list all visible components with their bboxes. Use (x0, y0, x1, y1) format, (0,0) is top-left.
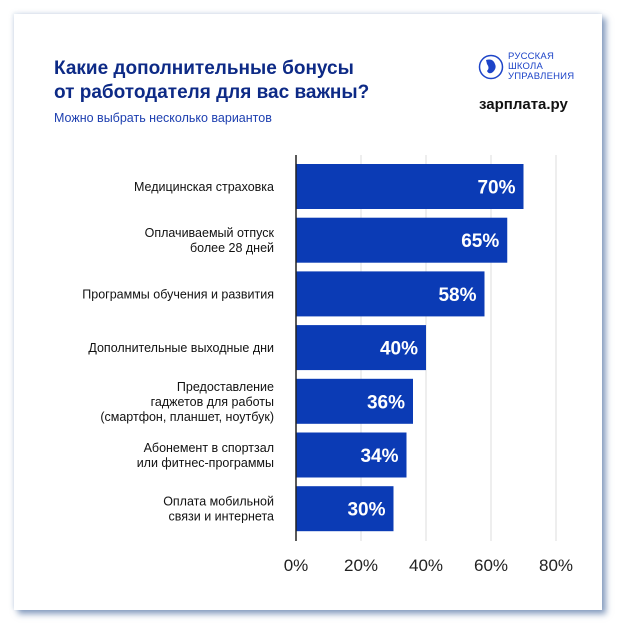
category-label: Абонемент в спортзал или фитнес-программы (137, 441, 274, 470)
category-label-line: Абонемент в спортзал (144, 441, 274, 455)
rsu-logo: РУССКАЯ ШКОЛА УПРАВЛЕНИЯ (478, 52, 574, 82)
category-label-line: или фитнес-программы (137, 456, 274, 470)
globe-head-icon (478, 54, 504, 80)
bar (296, 486, 394, 532)
chart-title: Какие дополнительные бонусы от работодат… (54, 57, 369, 105)
category-label-line: Оплата мобильной (163, 495, 274, 509)
rsu-line: УПРАВЛЕНИЯ (508, 71, 575, 82)
category-label-line: связи и интернета (168, 510, 274, 524)
bar (296, 325, 426, 371)
bar (296, 378, 413, 424)
bar-value-label: 30% (347, 500, 385, 521)
category-label: Программы обучения и развития (82, 287, 274, 301)
rsu-line: РУССКАЯ (508, 51, 555, 62)
category-label-line: Дополнительные выходные дни (88, 341, 274, 355)
category-label-line: Предоставление (177, 380, 274, 394)
category-label: Оплата мобильной связи и интернета (163, 495, 274, 524)
bar (296, 432, 407, 478)
bar (296, 271, 485, 317)
bar-value-label: 36% (367, 392, 405, 413)
x-tick-label: 40% (409, 556, 443, 575)
category-label-line: (смартфон, планшет, ноутбук) (100, 410, 274, 424)
zarplata-text: зарплата.ру (479, 96, 568, 113)
category-label: Оплачиваемый отпуск более 28 дней (145, 226, 275, 255)
x-tick-label: 60% (474, 556, 508, 575)
category-label: Дополнительные выходные дни (88, 341, 274, 355)
x-tick-label: 80% (539, 556, 573, 575)
bar-value-label: 65% (461, 231, 499, 252)
category-label-line: Оплачиваемый отпуск (145, 226, 275, 240)
category-label-line: Медицинская страховка (134, 180, 274, 194)
category-label: Медицинская страховка (134, 180, 274, 194)
category-label-line: Программы обучения и развития (82, 287, 274, 301)
x-tick-label: 20% (344, 556, 378, 575)
bar-value-label: 58% (438, 285, 476, 306)
bar-value-label: 70% (477, 178, 515, 199)
title-line-2: от работодателя для вас важны? (54, 82, 370, 103)
rsu-line: ШКОЛА (508, 61, 543, 72)
chart-subtitle: Можно выбрать несколько вариантов (54, 111, 272, 125)
bar-value-label: 34% (360, 446, 398, 467)
category-label-line: более 28 дней (190, 241, 274, 255)
title-line-1: Какие дополнительные бонусы (54, 58, 354, 79)
bar-value-label: 40% (380, 339, 418, 360)
bar (296, 164, 524, 209)
category-label-line: гаджетов для работы (151, 395, 274, 409)
category-label: Предоставление гаджетов для работы (смартф… (100, 380, 274, 424)
x-tick-label: 0% (284, 556, 309, 575)
bar (296, 217, 508, 263)
